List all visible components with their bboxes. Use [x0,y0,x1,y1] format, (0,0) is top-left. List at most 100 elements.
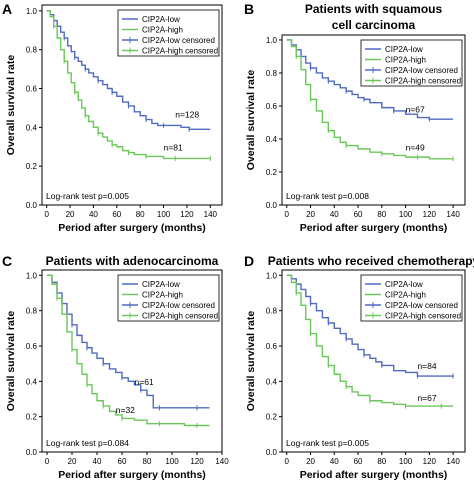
y-tick-label: 0.0 [26,201,38,210]
series-count-label: n=61 [135,377,154,387]
legend-label: CIP2A-high censored [142,47,218,56]
legend-label: CIP2A-low censored [385,66,458,75]
x-axis-label: Period after surgery (months) [58,222,206,234]
y-tick-label: 1.0 [266,36,278,45]
y-tick-label: 1.0 [26,7,38,16]
series-line-cip2a-low [47,274,210,409]
x-tick-label: 80 [136,210,145,219]
panel-a: A 0.0 0.2 0.4 0.6 0.8 1.0 0 20 40 60 80 100 120 140 Per… [2,1,223,234]
legend-label: CIP2A-high [142,291,183,300]
x-tick-label: 80 [377,210,386,219]
series-line-cip2a-high [46,10,211,160]
series-count-label: n=84 [417,361,436,371]
x-tick-label: 40 [93,457,102,466]
panel-title: Patients with squamous [305,2,443,16]
series-count-label: n=67 [406,105,425,115]
x-tick-label: 0 [285,457,290,466]
legend-box [360,274,463,322]
x-tick-label: 100 [399,210,413,219]
x-tick-label: 140 [446,457,460,466]
x-axis-label: Period after surgery (months) [58,469,206,481]
x-tick-label: 60 [112,210,121,219]
y-tick-label: 0.6 [266,102,278,111]
x-tick-label: 60 [354,457,363,466]
legend-label: CIP2A-high [385,56,426,65]
x-tick-label: 20 [306,210,315,219]
x-tick-label: 60 [118,457,127,466]
series-count-label: n=49 [406,143,425,153]
x-tick-label: 40 [330,457,339,466]
panel-letter: A [2,1,12,17]
y-tick-label: 0.0 [26,448,38,457]
panel-title: cell carcinoma [332,18,416,32]
legend-label: CIP2A-high [385,291,426,300]
x-tick-label: 20 [66,210,75,219]
series-count-label: n=67 [417,393,436,403]
legend-label: CIP2A-low [142,15,180,24]
plot-frame [281,34,466,206]
log-rank-annotation: Log-rank test p=0.005 [286,438,369,448]
x-tick-label: 20 [68,457,77,466]
y-tick-label: 0.8 [266,307,278,316]
legend-label: CIP2A-high [142,26,183,35]
series-count-label: n=128 [175,110,199,120]
y-tick-label: 1.0 [266,271,278,280]
x-tick-label: 60 [354,210,363,219]
legend-label: CIP2A-low [385,45,423,54]
plot-frame [281,269,466,453]
panel-title: Patients who received chemotherapy [268,254,474,268]
x-tick-label: 120 [190,457,204,466]
y-tick-label: 0.4 [266,377,278,386]
x-tick-label: 0 [44,210,49,219]
legend-box [117,9,220,57]
legend-label: CIP2A-high censored [142,312,218,321]
y-tick-label: 0.6 [266,342,278,351]
panel-letter: D [244,253,254,269]
plot-frame [41,4,223,206]
x-tick-label: 40 [330,210,339,219]
legend-box [360,39,463,87]
x-axis-label: Period after surgery (months) [300,222,448,234]
x-tick-label: 100 [157,210,171,219]
x-tick-label: 140 [204,210,218,219]
series-line-cip2a-high [286,274,454,407]
legend-label: CIP2A-high censored [385,77,461,86]
x-tick-label: 100 [399,457,413,466]
y-tick-label: 0.6 [26,342,38,351]
legend-label: CIP2A-low [385,280,423,289]
plot-frame [41,269,223,453]
series-line-cip2a-high [47,274,210,427]
legend-label: CIP2A-low censored [142,36,215,45]
legend-label: CIP2A-high censored [385,312,461,321]
series-count-label: n=81 [164,143,183,153]
x-tick-label: 0 [45,457,50,466]
y-axis-label: Overall survival rate [5,55,17,156]
x-tick-label: 120 [423,457,437,466]
y-tick-label: 0.8 [26,46,38,55]
series-line-cip2a-low [286,274,454,377]
y-tick-label: 0.2 [26,162,38,171]
x-tick-label: 20 [306,457,315,466]
y-tick-label: 0.8 [26,307,38,316]
y-tick-label: 0.4 [26,377,38,386]
panel-d: D Patients who received chemotherapy 0.0 0.… [244,253,474,481]
y-axis-label: Overall survival rate [245,311,257,412]
y-axis-label: Overall survival rate [245,70,257,171]
log-rank-annotation: Log-rank test p=0.084 [46,438,129,448]
x-tick-label: 100 [165,457,179,466]
series-line-cip2a-low [286,39,454,120]
series-count-label: n=32 [116,405,135,415]
y-tick-label: 0.2 [266,168,278,177]
x-tick-label: 140 [215,457,229,466]
legend-label: CIP2A-low censored [385,301,458,310]
legend-label: CIP2A-low [142,280,180,289]
x-tick-label: 80 [143,457,152,466]
y-tick-label: 0.2 [266,413,278,422]
x-axis-label: Period after surgery (months) [300,469,448,481]
log-rank-annotation: Log-rank test p=0.005 [46,191,129,201]
y-tick-label: 0.4 [26,123,38,132]
x-tick-label: 80 [377,457,386,466]
x-tick-label: 0 [285,210,290,219]
y-tick-label: 0.4 [266,135,278,144]
